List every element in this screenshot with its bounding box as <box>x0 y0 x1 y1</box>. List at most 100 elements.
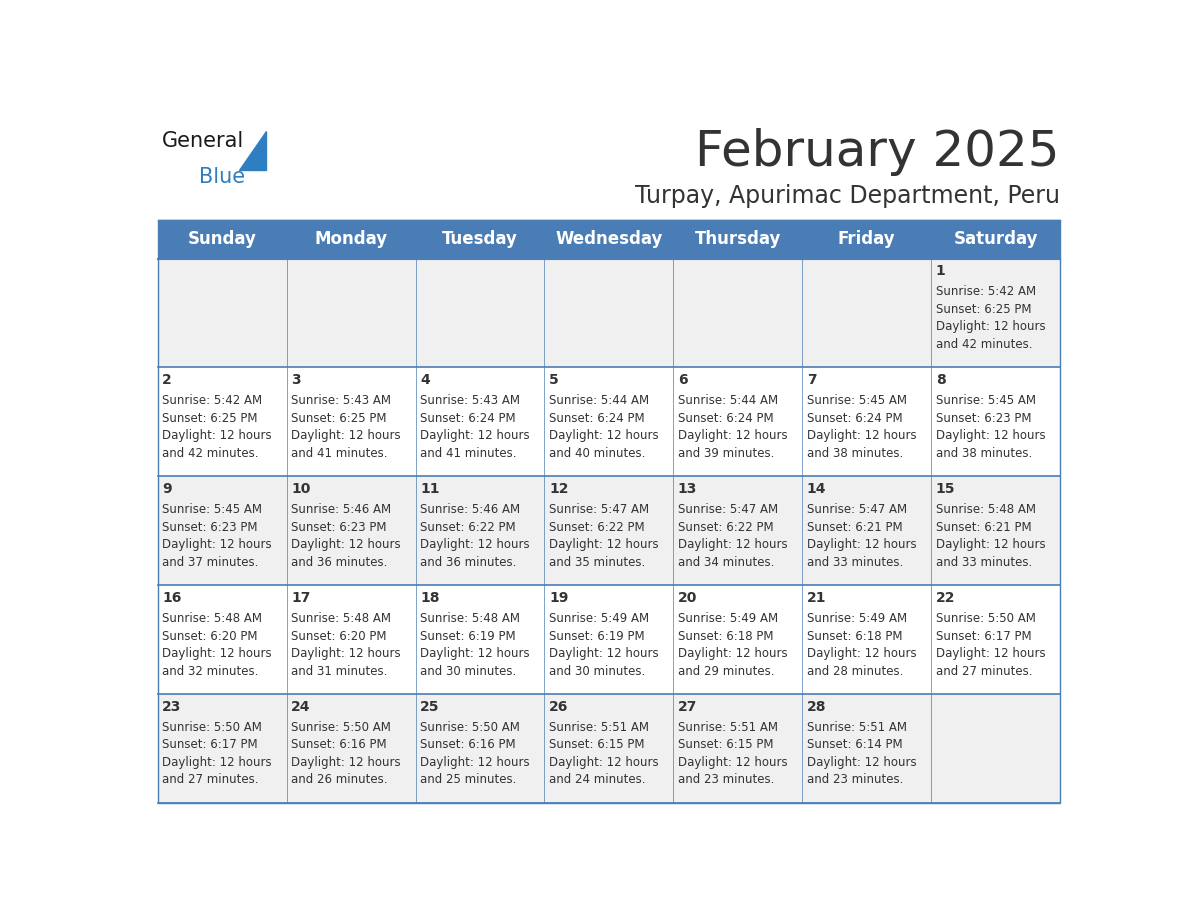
Bar <box>158 367 286 476</box>
Text: Sunrise: 5:43 AM
Sunset: 6:25 PM
Daylight: 12 hours
and 41 minutes.: Sunrise: 5:43 AM Sunset: 6:25 PM Dayligh… <box>291 395 400 460</box>
Text: 19: 19 <box>549 591 568 605</box>
Text: Wednesday: Wednesday <box>555 230 663 248</box>
Text: Sunrise: 5:50 AM
Sunset: 6:16 PM
Daylight: 12 hours
and 25 minutes.: Sunrise: 5:50 AM Sunset: 6:16 PM Dayligh… <box>421 721 530 787</box>
Text: Sunrise: 5:49 AM
Sunset: 6:18 PM
Daylight: 12 hours
and 28 minutes.: Sunrise: 5:49 AM Sunset: 6:18 PM Dayligh… <box>807 612 916 677</box>
Text: Sunrise: 5:48 AM
Sunset: 6:19 PM
Daylight: 12 hours
and 30 minutes.: Sunrise: 5:48 AM Sunset: 6:19 PM Dayligh… <box>421 612 530 677</box>
Text: Sunrise: 5:44 AM
Sunset: 6:24 PM
Daylight: 12 hours
and 39 minutes.: Sunrise: 5:44 AM Sunset: 6:24 PM Dayligh… <box>678 395 788 460</box>
Text: 16: 16 <box>163 591 182 605</box>
Text: Sunrise: 5:48 AM
Sunset: 6:20 PM
Daylight: 12 hours
and 32 minutes.: Sunrise: 5:48 AM Sunset: 6:20 PM Dayligh… <box>163 612 272 677</box>
Bar <box>674 367 802 476</box>
Bar <box>286 259 416 367</box>
Text: 11: 11 <box>421 482 440 496</box>
Bar <box>544 367 674 476</box>
Text: Blue: Blue <box>200 167 245 186</box>
Text: Sunrise: 5:49 AM
Sunset: 6:18 PM
Daylight: 12 hours
and 29 minutes.: Sunrise: 5:49 AM Sunset: 6:18 PM Dayligh… <box>678 612 788 677</box>
Text: 4: 4 <box>421 373 430 387</box>
Bar <box>158 259 286 367</box>
Text: 6: 6 <box>678 373 688 387</box>
Text: 8: 8 <box>936 373 946 387</box>
Text: Sunday: Sunday <box>188 230 257 248</box>
Bar <box>416 694 544 803</box>
Bar <box>286 694 416 803</box>
Text: 12: 12 <box>549 482 569 496</box>
Bar <box>158 585 286 694</box>
Bar <box>158 476 286 585</box>
Text: Sunrise: 5:45 AM
Sunset: 6:24 PM
Daylight: 12 hours
and 38 minutes.: Sunrise: 5:45 AM Sunset: 6:24 PM Dayligh… <box>807 395 916 460</box>
Bar <box>931 476 1060 585</box>
Bar <box>674 694 802 803</box>
Text: 24: 24 <box>291 700 311 713</box>
Text: Tuesday: Tuesday <box>442 230 518 248</box>
Bar <box>416 259 544 367</box>
Text: Monday: Monday <box>315 230 387 248</box>
Text: Sunrise: 5:50 AM
Sunset: 6:16 PM
Daylight: 12 hours
and 26 minutes.: Sunrise: 5:50 AM Sunset: 6:16 PM Dayligh… <box>291 721 400 787</box>
Text: 5: 5 <box>549 373 558 387</box>
Text: 18: 18 <box>421 591 440 605</box>
Bar <box>674 585 802 694</box>
Bar <box>802 259 931 367</box>
Bar <box>416 476 544 585</box>
Text: Thursday: Thursday <box>695 230 781 248</box>
Text: Sunrise: 5:47 AM
Sunset: 6:22 PM
Daylight: 12 hours
and 35 minutes.: Sunrise: 5:47 AM Sunset: 6:22 PM Dayligh… <box>549 503 658 568</box>
Text: Saturday: Saturday <box>953 230 1038 248</box>
Text: 26: 26 <box>549 700 568 713</box>
Text: Sunrise: 5:46 AM
Sunset: 6:23 PM
Daylight: 12 hours
and 36 minutes.: Sunrise: 5:46 AM Sunset: 6:23 PM Dayligh… <box>291 503 400 568</box>
Bar <box>931 585 1060 694</box>
Bar <box>544 694 674 803</box>
Bar <box>802 694 931 803</box>
Bar <box>286 476 416 585</box>
Bar <box>286 585 416 694</box>
Text: Sunrise: 5:42 AM
Sunset: 6:25 PM
Daylight: 12 hours
and 42 minutes.: Sunrise: 5:42 AM Sunset: 6:25 PM Dayligh… <box>163 395 272 460</box>
Text: Sunrise: 5:43 AM
Sunset: 6:24 PM
Daylight: 12 hours
and 41 minutes.: Sunrise: 5:43 AM Sunset: 6:24 PM Dayligh… <box>421 395 530 460</box>
Text: 15: 15 <box>936 482 955 496</box>
Bar <box>286 367 416 476</box>
Bar <box>674 259 802 367</box>
Bar <box>931 694 1060 803</box>
Text: 25: 25 <box>421 700 440 713</box>
Text: 27: 27 <box>678 700 697 713</box>
Bar <box>158 219 1060 803</box>
Text: Sunrise: 5:42 AM
Sunset: 6:25 PM
Daylight: 12 hours
and 42 minutes.: Sunrise: 5:42 AM Sunset: 6:25 PM Dayligh… <box>936 285 1045 351</box>
Text: Sunrise: 5:46 AM
Sunset: 6:22 PM
Daylight: 12 hours
and 36 minutes.: Sunrise: 5:46 AM Sunset: 6:22 PM Dayligh… <box>421 503 530 568</box>
Text: Turpay, Apurimac Department, Peru: Turpay, Apurimac Department, Peru <box>636 185 1060 208</box>
Text: 22: 22 <box>936 591 955 605</box>
Text: 17: 17 <box>291 591 310 605</box>
Text: Sunrise: 5:48 AM
Sunset: 6:21 PM
Daylight: 12 hours
and 33 minutes.: Sunrise: 5:48 AM Sunset: 6:21 PM Dayligh… <box>936 503 1045 568</box>
Text: General: General <box>163 131 245 151</box>
Text: Sunrise: 5:51 AM
Sunset: 6:15 PM
Daylight: 12 hours
and 23 minutes.: Sunrise: 5:51 AM Sunset: 6:15 PM Dayligh… <box>678 721 788 787</box>
Text: 1: 1 <box>936 264 946 278</box>
Text: 21: 21 <box>807 591 827 605</box>
Bar <box>931 367 1060 476</box>
Text: Sunrise: 5:50 AM
Sunset: 6:17 PM
Daylight: 12 hours
and 27 minutes.: Sunrise: 5:50 AM Sunset: 6:17 PM Dayligh… <box>936 612 1045 677</box>
Text: 13: 13 <box>678 482 697 496</box>
Bar <box>158 694 286 803</box>
Text: Sunrise: 5:47 AM
Sunset: 6:22 PM
Daylight: 12 hours
and 34 minutes.: Sunrise: 5:47 AM Sunset: 6:22 PM Dayligh… <box>678 503 788 568</box>
Text: Sunrise: 5:51 AM
Sunset: 6:14 PM
Daylight: 12 hours
and 23 minutes.: Sunrise: 5:51 AM Sunset: 6:14 PM Dayligh… <box>807 721 916 787</box>
Text: Sunrise: 5:44 AM
Sunset: 6:24 PM
Daylight: 12 hours
and 40 minutes.: Sunrise: 5:44 AM Sunset: 6:24 PM Dayligh… <box>549 395 658 460</box>
Bar <box>544 585 674 694</box>
Bar <box>544 259 674 367</box>
Text: Sunrise: 5:49 AM
Sunset: 6:19 PM
Daylight: 12 hours
and 30 minutes.: Sunrise: 5:49 AM Sunset: 6:19 PM Dayligh… <box>549 612 658 677</box>
Text: Sunrise: 5:50 AM
Sunset: 6:17 PM
Daylight: 12 hours
and 27 minutes.: Sunrise: 5:50 AM Sunset: 6:17 PM Dayligh… <box>163 721 272 787</box>
Polygon shape <box>239 131 266 170</box>
Text: Sunrise: 5:51 AM
Sunset: 6:15 PM
Daylight: 12 hours
and 24 minutes.: Sunrise: 5:51 AM Sunset: 6:15 PM Dayligh… <box>549 721 658 787</box>
Text: Sunrise: 5:45 AM
Sunset: 6:23 PM
Daylight: 12 hours
and 37 minutes.: Sunrise: 5:45 AM Sunset: 6:23 PM Dayligh… <box>163 503 272 568</box>
Text: Sunrise: 5:47 AM
Sunset: 6:21 PM
Daylight: 12 hours
and 33 minutes.: Sunrise: 5:47 AM Sunset: 6:21 PM Dayligh… <box>807 503 916 568</box>
Bar <box>674 476 802 585</box>
Text: 14: 14 <box>807 482 827 496</box>
Text: 7: 7 <box>807 373 816 387</box>
Text: 23: 23 <box>163 700 182 713</box>
Text: Sunrise: 5:48 AM
Sunset: 6:20 PM
Daylight: 12 hours
and 31 minutes.: Sunrise: 5:48 AM Sunset: 6:20 PM Dayligh… <box>291 612 400 677</box>
Text: 20: 20 <box>678 591 697 605</box>
Text: Friday: Friday <box>838 230 896 248</box>
Bar <box>931 259 1060 367</box>
Text: 2: 2 <box>163 373 172 387</box>
Bar <box>802 367 931 476</box>
Text: February 2025: February 2025 <box>695 128 1060 176</box>
Text: 10: 10 <box>291 482 310 496</box>
Bar <box>544 476 674 585</box>
Text: Sunrise: 5:45 AM
Sunset: 6:23 PM
Daylight: 12 hours
and 38 minutes.: Sunrise: 5:45 AM Sunset: 6:23 PM Dayligh… <box>936 395 1045 460</box>
Text: 28: 28 <box>807 700 827 713</box>
Bar <box>802 476 931 585</box>
Bar <box>158 219 1060 259</box>
